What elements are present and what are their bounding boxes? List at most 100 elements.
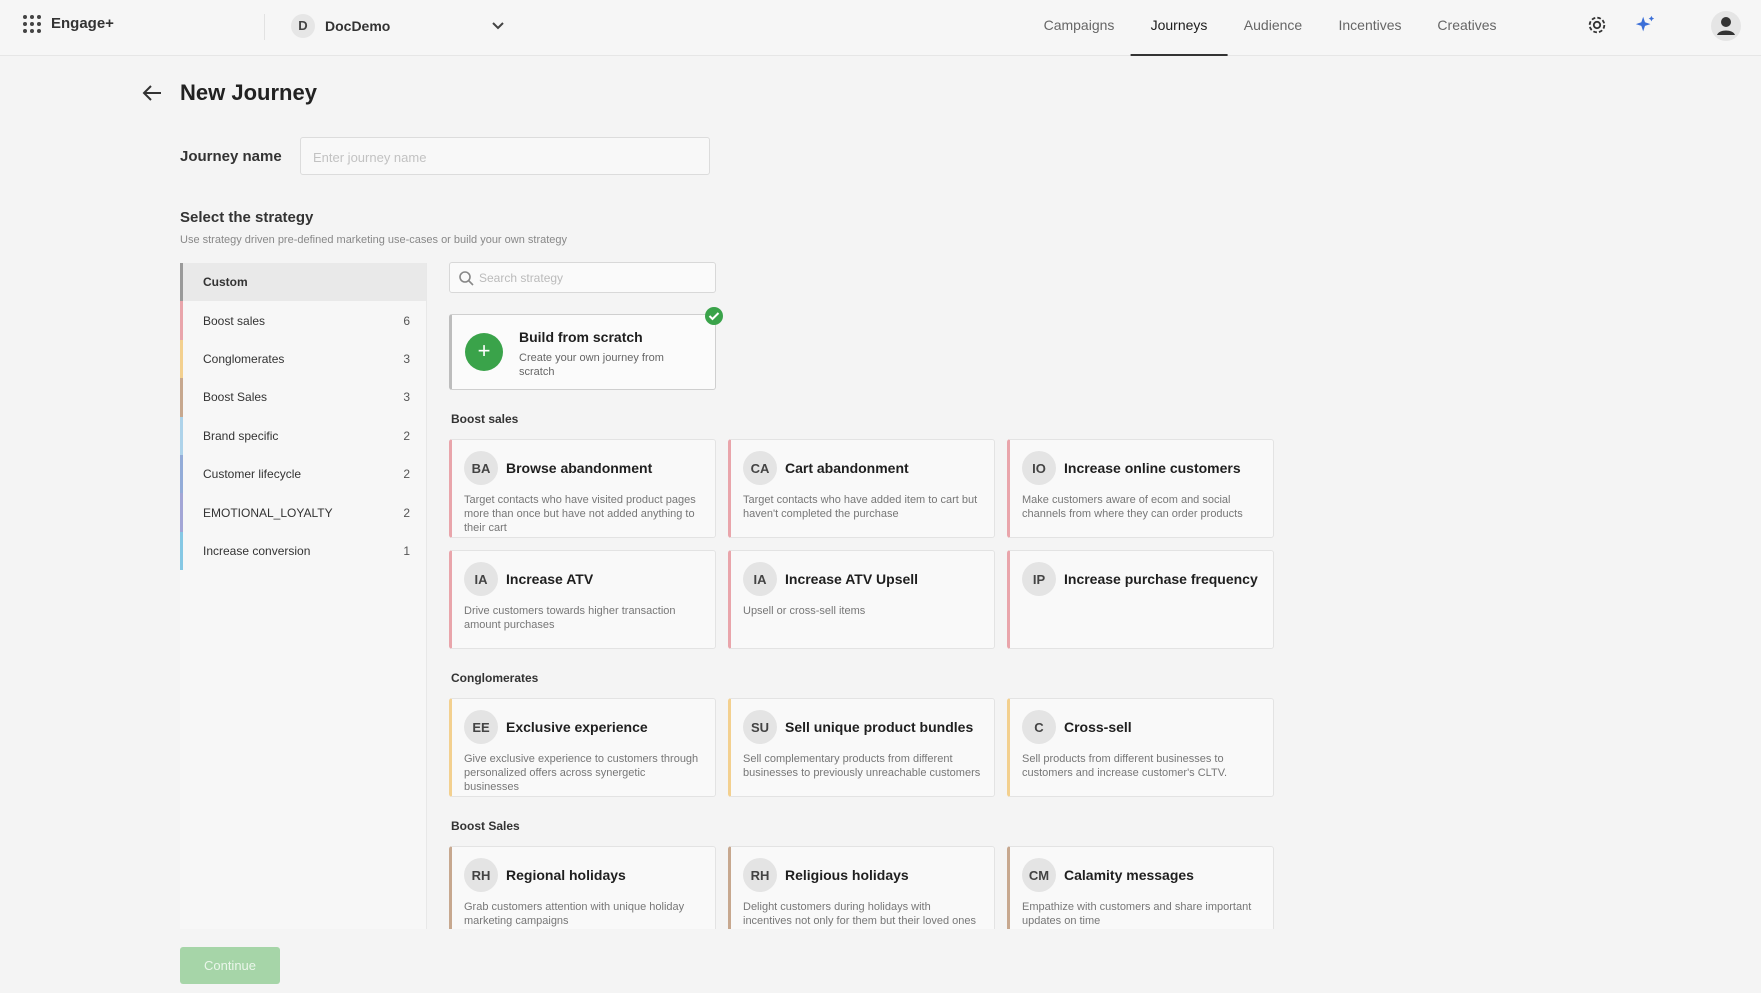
dropdown-chevron[interactable] [490,18,506,34]
strategy-card[interactable]: IO Increase online customers Make customer… [1007,439,1274,538]
sidebar-item[interactable]: Customer lifecycle 2 [180,454,426,494]
sidebar-label: EMOTIONAL_LOYALTY [203,505,333,520]
sidebar-item[interactable]: Increase conversion 1 [180,531,426,571]
card-initials: CM [1022,858,1056,892]
card-header: EE Exclusive experience [464,710,703,744]
sidebar-item[interactable]: EMOTIONAL_LOYALTY 2 [180,493,426,532]
card-title: Religious holidays [785,867,909,883]
card-initials: IA [743,562,777,596]
strategy-card[interactable]: RH Religious holidays Delight customers du… [728,846,995,929]
sidebar-label: Customer lifecycle [203,467,302,482]
sidebar-count: 1 [403,543,410,558]
card-title: Increase online customers [1064,460,1241,476]
card-grid: EE Exclusive experience Give exclusive exp… [449,698,1279,797]
card-initials: RH [464,858,498,892]
workspace-avatar: D [291,14,315,38]
card-title: Increase ATV [506,571,594,587]
card-header: RH Religious holidays [743,858,982,892]
card-header: RH Regional holidays [464,858,703,892]
card-title: Cart abandonment [785,460,909,476]
continue-button[interactable]: Continue [180,947,280,984]
nav-item[interactable]: Creatives [1437,17,1497,33]
ai-icon[interactable] [1634,14,1656,36]
strategy-list: Search strategy + Build from scratch Cre… [449,262,1279,929]
card-header: BA Browse abandonment [464,451,703,485]
card-initials: IA [464,562,498,596]
back-arrow[interactable] [141,83,163,103]
card-initials: BA [464,451,498,485]
nav-item[interactable]: Audience [1243,17,1303,33]
card-title: Exclusive experience [506,719,648,735]
card-grid: RH Regional holidays Grab customers attent… [449,846,1279,929]
sidebar-count: 2 [403,505,410,520]
strategy-card[interactable]: IP Increase purchase frequency [1007,550,1274,649]
sidebar-item[interactable]: Custom [180,263,426,302]
scratch-title: Build from scratch [519,329,643,345]
sidebar-item[interactable]: Conglomerates 3 [180,339,426,379]
strategy-card[interactable]: CA Cart abandonment Target contacts who ha… [728,439,995,538]
card-title: Sell unique product bundles [785,719,974,735]
strategy-card[interactable]: C Cross-sell Sell products from different … [1007,698,1274,797]
card-header: IO Increase online customers [1022,451,1261,485]
divider [264,14,265,40]
top-bar: Engage+ D DocDemo Campaigns Journeys Audie… [0,0,1761,56]
strategy-card[interactable]: EE Exclusive experience Give exclusive exp… [449,698,716,797]
card-description: Sell products from different businesses … [1022,753,1228,779]
card-description: Give exclusive experience to customers t… [464,753,699,793]
card-description: Empathize with customers and share impor… [1022,901,1252,927]
card-description: Drive customers towards higher transacti… [464,605,676,631]
strategy-card[interactable]: IA Increase ATV Upsell Upsell or cross-sel… [728,550,995,649]
strategy-card[interactable]: SU Sell unique product bundles Sell comple… [728,698,995,797]
card-title: Cross-sell [1064,719,1132,735]
sidebar-item[interactable]: Brand specific 2 [180,416,426,455]
card-header: IA Increase ATV Upsell [743,562,982,596]
card-title: Regional holidays [506,867,626,883]
strategy-card[interactable]: RH Regional holidays Grab customers attent… [449,846,716,929]
card-title: Increase purchase frequency [1064,571,1258,587]
card-description: Target contacts who have added item to c… [743,494,978,520]
sidebar-label: Conglomerates [203,351,285,366]
workspace-name[interactable]: DocDemo [325,18,391,34]
card-description: Grab customers attention with unique hol… [464,901,685,927]
card-description: Sell complementary products from differe… [743,753,981,779]
card-description: Upsell or cross-sell items [743,605,866,617]
nav-item[interactable]: Campaigns [1043,17,1115,33]
card-header: IA Increase ATV [464,562,703,596]
user-avatar[interactable] [1711,11,1741,41]
app-name: Engage+ [51,15,114,32]
strategy-heading: Select the strategy [180,209,314,226]
journey-name-label: Journey name [180,148,282,165]
search-placeholder: Search strategy [479,270,564,285]
scratch-description: Create your own journey from scratch [519,352,664,378]
sidebar-item[interactable]: Boost sales 6 [180,301,426,340]
nav-item[interactable]: Incentives [1338,17,1402,33]
sidebar-count: 3 [403,351,410,366]
section-title: Boost sales [451,412,519,426]
card-title: Browse abandonment [506,460,653,476]
apps-icon[interactable] [22,14,42,34]
sidebar-count: 3 [403,390,410,405]
journey-name-input[interactable]: Enter journey name [300,137,710,175]
settings-icon[interactable] [1586,14,1608,36]
page-title: New Journey [180,80,317,105]
plus-icon: + [465,333,503,371]
search-icon [459,270,474,286]
sidebar-item[interactable]: Boost Sales 3 [180,378,426,417]
card-header: CA Cart abandonment [743,451,982,485]
card-initials: IO [1022,451,1056,485]
strategy-card[interactable]: CM Calamity messages Empathize with custom… [1007,846,1274,929]
strategy-card[interactable]: IA Increase ATV Drive customers towards hi… [449,550,716,649]
search-box[interactable]: Search strategy [449,262,716,293]
selected-check [705,307,723,325]
sidebar-label: Increase conversion [203,543,311,558]
card-initials: CA [743,451,777,485]
sidebar-count: 2 [403,467,410,482]
strategy-card[interactable]: BA Browse abandonment Target contacts who … [449,439,716,538]
card-initials: C [1022,710,1056,744]
sidebar-label: Boost Sales [203,390,268,405]
scratch-card[interactable]: + Build from scratch Create your own jou… [449,307,723,390]
card-initials: SU [743,710,777,744]
nav-item[interactable]: Journeys [1130,0,1228,56]
sidebar-count: 2 [403,428,410,443]
